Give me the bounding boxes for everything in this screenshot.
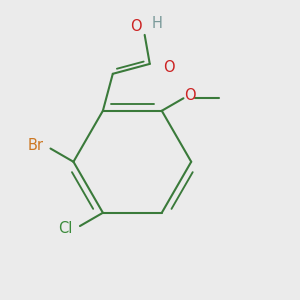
Text: O: O bbox=[130, 19, 142, 34]
Text: Br: Br bbox=[27, 138, 43, 153]
Text: Cl: Cl bbox=[58, 221, 73, 236]
Text: O: O bbox=[184, 88, 196, 103]
Text: O: O bbox=[163, 60, 175, 75]
Text: H: H bbox=[152, 16, 163, 31]
